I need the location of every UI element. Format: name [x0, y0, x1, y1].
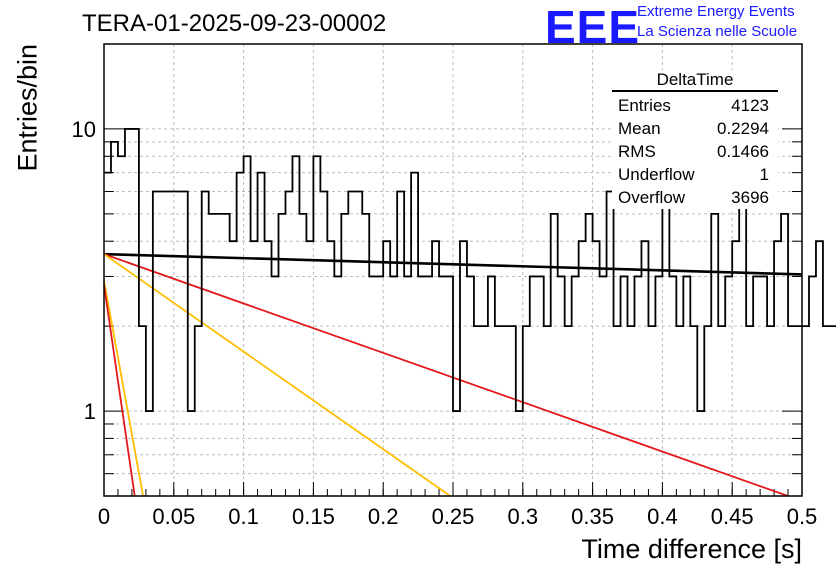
y-axis-label: Entries/bin [12, 43, 43, 172]
stats-row-mean: Mean 0.2294 [612, 117, 778, 140]
x-tick-label: 0.45 [711, 504, 754, 529]
fit-curve [103, 280, 144, 497]
logo-subtitle-line1: Extreme Energy Events [637, 3, 795, 20]
stats-label: Mean [618, 119, 661, 138]
stats-title: DeltaTime [612, 70, 778, 92]
stats-value: 3696 [731, 188, 769, 207]
chart-histogram [104, 128, 836, 412]
plot-frame [103, 43, 803, 497]
stats-label: Entries [618, 96, 671, 115]
logo-subtitle-line2: La Scienza nelle Scuole [637, 23, 798, 40]
eee-logo: EEE [545, 1, 641, 53]
chart-title: TERA-01-2025-09-23-00002 [82, 10, 387, 37]
stats-row-rms: RMS 0.1466 [612, 140, 778, 163]
stats-label: RMS [618, 142, 656, 161]
stats-value: 1 [759, 165, 769, 184]
y-tick-label: 1 [84, 399, 96, 424]
y-tick-label: 10 [72, 117, 96, 142]
stats-row-overflow: Overflow 3696 [612, 186, 778, 209]
fit-curve [103, 284, 136, 497]
stats-value: 4123 [731, 96, 769, 115]
fit-curve [103, 253, 451, 497]
stats-label: Underflow [618, 165, 695, 184]
chart-tick-labels: 0 0.05 0.1 0.15 0.2 0.25 0.3 0.35 0.4 0.45 0.5 1 10 [72, 117, 818, 529]
histogram-line [104, 128, 836, 412]
x-axis-label: Time difference [s] [581, 534, 802, 564]
stats-value: 0.2294 [717, 119, 769, 138]
stats-row-entries: Entries 4123 [612, 94, 778, 117]
fit-curve [103, 252, 803, 276]
stats-row-underflow: Underflow 1 [612, 163, 778, 186]
x-tick-label: 0.5 [787, 504, 818, 529]
x-tick-label: 0.3 [508, 504, 539, 529]
x-tick-label: 0.1 [228, 504, 259, 529]
x-tick-label: 0.25 [432, 504, 475, 529]
x-tick-label: 0.05 [152, 504, 195, 529]
chart-fit-curves [103, 252, 803, 497]
stats-value: 0.1466 [717, 142, 769, 161]
chart-ticks [103, 128, 803, 496]
stats-box: DeltaTime Entries 4123 Mean 0.2294 RMS 0… [612, 70, 778, 209]
x-tick-label: 0 [98, 504, 110, 529]
stats-label: Overflow [618, 188, 686, 207]
x-tick-label: 0.35 [571, 504, 614, 529]
fit-curve [103, 253, 789, 497]
x-tick-label: 0.4 [647, 504, 678, 529]
x-tick-label: 0.2 [368, 504, 399, 529]
x-tick-label: 0.15 [292, 504, 335, 529]
